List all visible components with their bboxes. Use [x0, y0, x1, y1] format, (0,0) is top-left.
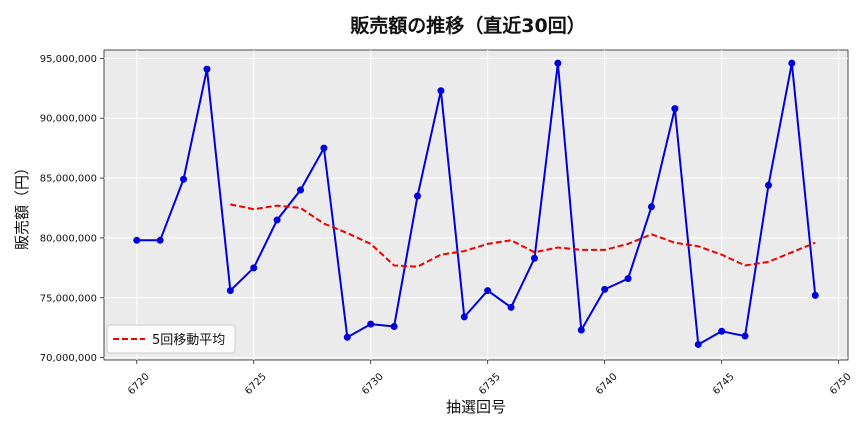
sales-data-point — [320, 144, 328, 152]
x-tick-label: 6740 — [594, 371, 620, 397]
x-tick-label: 6730 — [360, 371, 386, 397]
sales-data-point — [297, 186, 305, 194]
sales-data-point — [367, 320, 375, 328]
x-tick-label: 6725 — [243, 371, 269, 397]
plot-area — [103, 49, 849, 361]
y-tick-label: 95,000,000 — [40, 54, 97, 65]
sales-data-point — [788, 59, 796, 67]
x-tick-label: 6735 — [477, 371, 503, 397]
chart-title: 販売額の推移（直近30回） — [350, 14, 585, 37]
sales-data-point — [671, 105, 679, 113]
x-axis-label: 抽選回号 — [446, 398, 506, 416]
sales-data-point — [343, 333, 351, 341]
sales-data-point — [437, 87, 445, 95]
y-tick-label: 80,000,000 — [40, 233, 97, 244]
sales-data-point — [530, 254, 538, 262]
sales-data-point — [250, 264, 258, 272]
sales-data-point — [133, 236, 141, 244]
x-tick-label: 6750 — [828, 371, 854, 397]
sales-data-point — [624, 275, 632, 283]
sales-data-point — [718, 327, 726, 335]
legend: 5回移動平均 — [106, 324, 236, 354]
x-tick-label: 6745 — [711, 371, 737, 397]
sales-data-point — [460, 313, 468, 321]
grid-layer — [104, 50, 848, 360]
sales-data-point — [601, 285, 609, 293]
y-tick-label: 85,000,000 — [40, 174, 97, 185]
legend-moving-average-label: 5回移動平均 — [152, 333, 225, 348]
y-tick-label: 90,000,000 — [40, 114, 97, 125]
sales-data-point — [180, 175, 188, 183]
sales-data-point — [226, 287, 234, 295]
sales-data-point — [554, 59, 562, 67]
y-tick-label: 75,000,000 — [40, 293, 97, 304]
sales-data-point — [390, 322, 398, 330]
x-tick-label: 6720 — [126, 371, 152, 397]
sales-data-point — [811, 291, 819, 299]
sales-data-point — [273, 216, 281, 224]
y-axis-label: 販売額（円） — [13, 160, 31, 250]
sales-series-line — [136, 62, 817, 347]
sales-data-point — [694, 340, 702, 348]
sales-data-point — [741, 332, 749, 340]
sales-data-point — [414, 192, 422, 200]
sales-data-point — [156, 236, 164, 244]
sales-data-point — [764, 181, 772, 189]
sales-data-point — [203, 65, 211, 73]
sales-data-point — [507, 303, 515, 311]
sales-data-point — [577, 326, 585, 334]
y-tick-label: 70,000,000 — [40, 353, 97, 364]
legend-box — [106, 324, 236, 354]
sales-data-point — [647, 203, 655, 211]
series-layer — [133, 59, 819, 348]
moving-average-line — [230, 203, 816, 268]
sales-data-point — [484, 287, 492, 295]
